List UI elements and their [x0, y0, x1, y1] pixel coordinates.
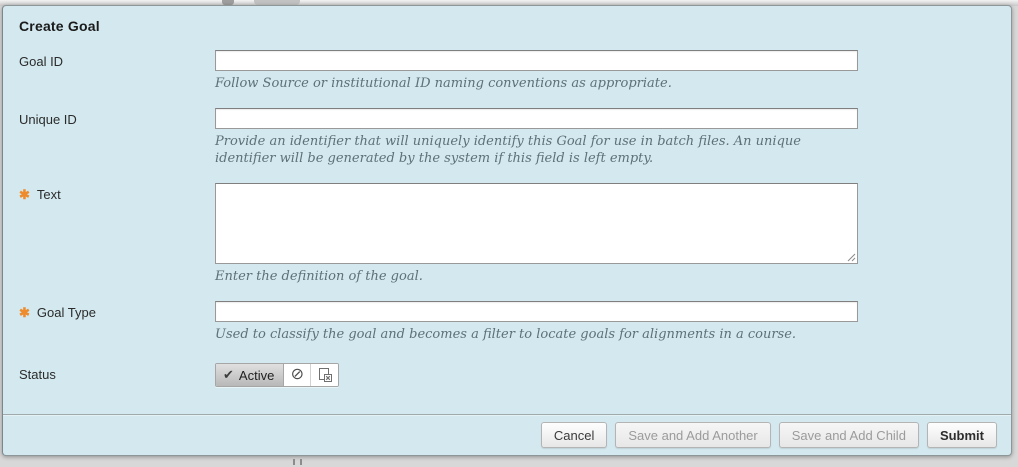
status-button-group: ✔ Active ⊘ [215, 363, 340, 388]
save-and-add-child-button[interactable]: Save and Add Child [778, 422, 919, 448]
action-bar: Cancel Save and Add Another Save and Add… [3, 414, 1011, 455]
create-goal-panel: Create Goal Goal ID Follow Source or ins… [2, 5, 1012, 456]
page-resize-handle[interactable] [293, 459, 302, 465]
unique-id-label: Unique ID [19, 112, 77, 128]
text-label: ✱ Text [19, 186, 61, 202]
checkmark-icon: ✔ [223, 367, 234, 383]
page-remove-icon [318, 368, 332, 383]
status-active-label: Active [238, 367, 275, 383]
goal-id-help-text: Follow Source or institutional ID naming… [215, 76, 672, 91]
status-inactive-button[interactable]: ⊘ [284, 364, 312, 387]
create-goal-form: Create Goal Goal ID Follow Source or ins… [3, 6, 1011, 414]
text-help-text: Enter the definition of the goal. [215, 268, 423, 284]
required-icon: ✱ [19, 186, 30, 202]
status-remove-button[interactable] [311, 364, 339, 387]
cancel-button[interactable]: Cancel [540, 422, 608, 448]
text-textarea[interactable] [215, 182, 858, 264]
background-artifact [254, 0, 300, 5]
unique-id-input[interactable] [215, 108, 858, 130]
goal-id-input[interactable] [215, 50, 858, 71]
save-and-add-another-button[interactable]: Save and Add Another [615, 422, 771, 448]
goal-id-row: Goal ID Follow Source or institutional I… [19, 50, 995, 92]
unique-id-help-text: Provide an identifier that will uniquely… [215, 134, 801, 166]
goal-type-help-text: Used to classify the goal and becomes a … [215, 327, 797, 342]
status-active-button[interactable]: ✔ Active [216, 364, 285, 387]
resize-grip-icon[interactable] [846, 252, 856, 262]
page-title: Create Goal [19, 18, 100, 34]
background-artifact [222, 0, 234, 5]
prohibited-icon: ⊘ [290, 366, 305, 384]
page-background-top-strip [0, 0, 1018, 6]
goal-type-label: ✱ Goal Type [19, 305, 96, 320]
goal-type-input[interactable] [215, 301, 858, 322]
status-label: Status [19, 367, 56, 383]
status-row: Status ✔ Active ⊘ [19, 363, 995, 388]
unique-id-row: Unique ID Provide an identifier that wil… [19, 108, 995, 167]
submit-button[interactable]: Submit [926, 422, 997, 448]
goal-id-label: Goal ID [19, 54, 64, 69]
required-icon: ✱ [19, 305, 30, 320]
goal-type-row: ✱ Goal Type Used to classify the goal an… [19, 301, 995, 343]
text-row: ✱ Text Enter the definition of the goal. [19, 182, 995, 285]
